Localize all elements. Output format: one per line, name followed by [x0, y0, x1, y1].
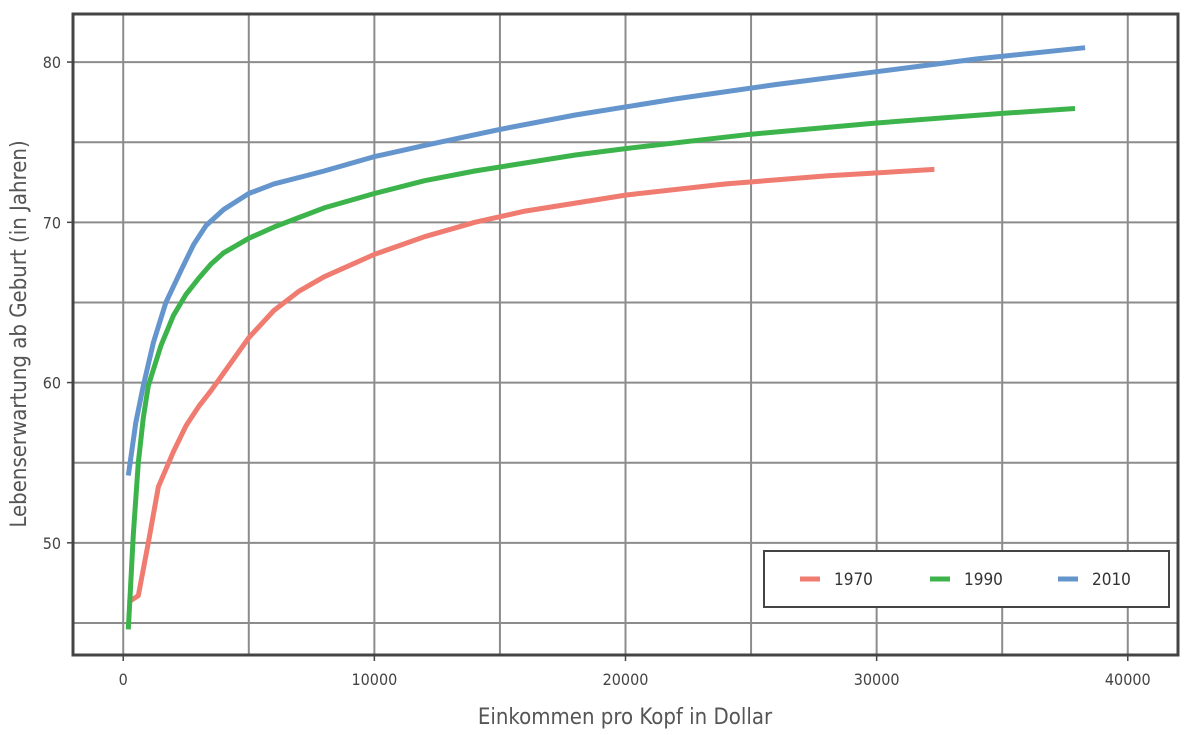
x-tick-label: 40000: [1105, 670, 1151, 689]
x-tick-label: 30000: [854, 670, 900, 689]
series-line-2010: [125, 45, 1086, 476]
x-tick-label: 10000: [351, 670, 397, 689]
series-lines: [125, 45, 1086, 630]
x-axis-title: Einkommen pro Kopf in Dollar: [478, 705, 773, 730]
y-tick-label: 70: [43, 213, 61, 232]
legend-label-1990: 1990: [964, 570, 1003, 590]
legend: 1970 1990 2010: [763, 550, 1170, 608]
series-line-1970: [126, 166, 935, 605]
y-axis-ticks: 50 60 70 80: [43, 53, 73, 553]
grid-lines: [73, 14, 1178, 655]
legend-label-1970: 1970: [834, 570, 873, 590]
x-tick-label: 20000: [603, 670, 649, 689]
y-tick-label: 80: [43, 53, 61, 72]
legend-box: [763, 550, 1170, 608]
y-tick-label: 60: [43, 374, 61, 393]
series-line-1990: [125, 106, 1076, 630]
legend-label-2010: 2010: [1092, 570, 1131, 590]
y-axis-title: Lebenserwartung ab Geburt (in Jahren): [7, 140, 32, 527]
x-axis-ticks: 0 10000 20000 30000 40000: [119, 655, 1151, 689]
x-tick-label: 0: [119, 670, 128, 689]
y-tick-label: 50: [43, 534, 61, 553]
